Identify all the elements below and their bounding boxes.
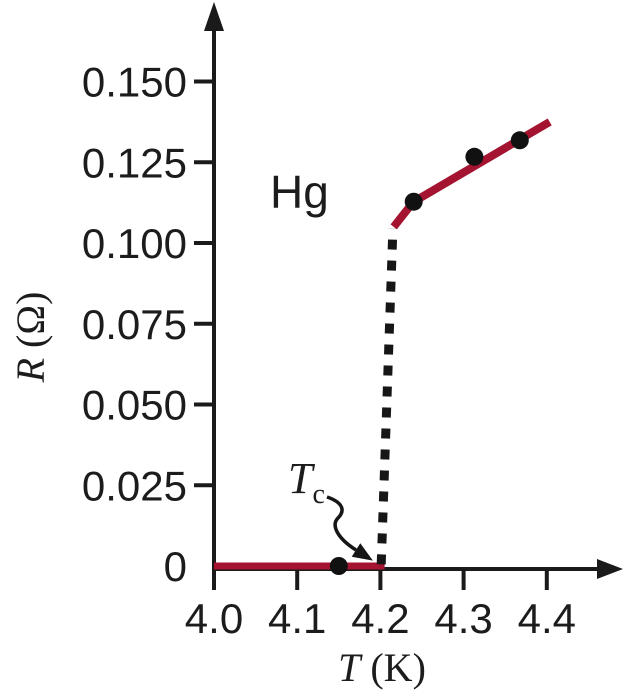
x-tick-label: 4.0: [185, 595, 243, 642]
element-label: Hg: [270, 166, 329, 218]
y-tick-label: 0.025: [82, 462, 187, 509]
x-axis-arrowhead: [597, 559, 623, 579]
data-points: [329, 131, 529, 575]
x-axis-title: T (K): [338, 645, 426, 690]
x-tick-label: 4.3: [434, 595, 492, 642]
tc-annotation-arrow: [326, 495, 373, 561]
y-tick-label: 0.050: [82, 382, 187, 429]
x-tick-label: 4.2: [351, 595, 409, 642]
y-ticks: 0 0.025 0.050 0.075 0.100 0.125 0.150: [82, 59, 214, 590]
y-tick-label: 0.125: [82, 139, 187, 186]
x-ticks: 4.0 4.1 4.2 4.3 4.4: [185, 569, 576, 642]
data-point: [329, 557, 348, 575]
y-tick-label: 0.100: [82, 220, 187, 267]
y-tick-label: 0: [164, 543, 187, 590]
y-tick-label: 0.150: [82, 59, 187, 106]
tc-annotation-label: Tc: [288, 454, 325, 510]
y-axis-arrowhead: [204, 2, 224, 31]
data-point: [510, 131, 529, 150]
series-lines: [214, 118, 552, 570]
y-axis: [204, 2, 224, 590]
data-point: [404, 192, 423, 211]
y-tick-label: 0.075: [82, 301, 187, 348]
transition-jump-line: [376, 228, 398, 565]
x-tick-label: 4.1: [268, 595, 326, 642]
data-point: [465, 147, 484, 166]
x-tick-label: 4.4: [518, 595, 576, 642]
y-axis-title: R(Ω): [8, 292, 53, 384]
